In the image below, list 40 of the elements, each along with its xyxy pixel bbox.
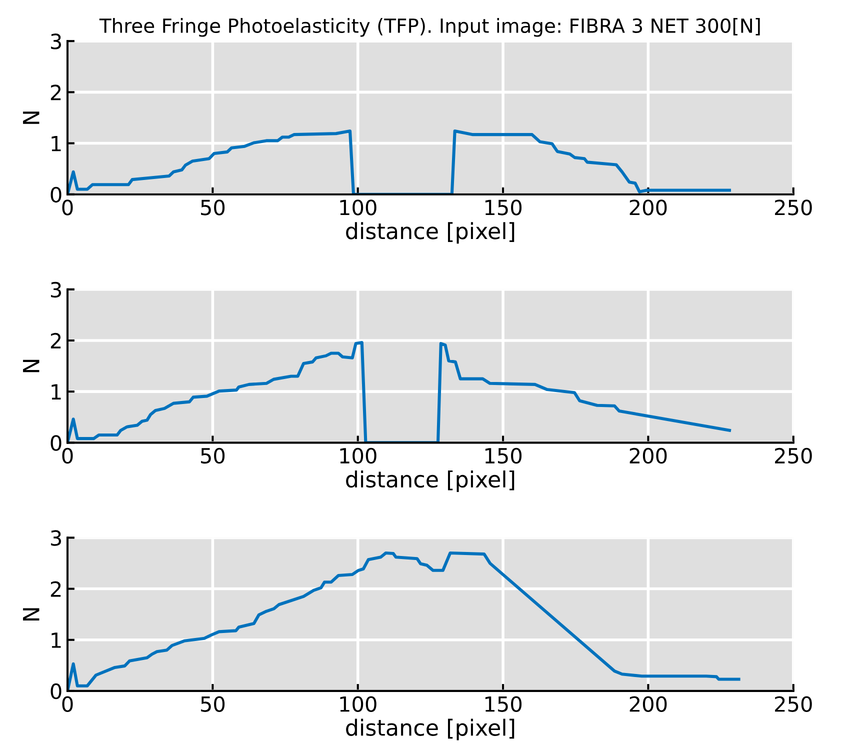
y-tick-label: 0 bbox=[50, 186, 62, 203]
x-tick-label: 0 bbox=[62, 200, 73, 216]
x-axis-title: distance [pixel] bbox=[346, 470, 514, 492]
x-tick-label: 200 bbox=[630, 200, 667, 216]
y-tick-label: 3 bbox=[50, 34, 61, 50]
x-tick-label: 50 bbox=[201, 200, 225, 216]
x-tick-label: 0 bbox=[62, 448, 73, 464]
y-tick-label: 2 bbox=[50, 581, 61, 597]
y-axis-title: N bbox=[23, 360, 40, 372]
line-series bbox=[68, 129, 732, 194]
y-tick-label: 1 bbox=[52, 384, 61, 400]
x-tick-label: 50 bbox=[201, 448, 225, 464]
x-tick-label: 250 bbox=[775, 200, 812, 216]
y-tick-label: 2 bbox=[50, 332, 61, 348]
y-tick-label: 1 bbox=[52, 136, 61, 152]
x-tick-label: 200 bbox=[630, 448, 667, 464]
x-tick-label: 250 bbox=[775, 696, 812, 712]
x-tick-label: 150 bbox=[485, 696, 522, 712]
x-axis-title: distance [pixel] bbox=[346, 718, 514, 740]
y-tick-label: 0 bbox=[50, 683, 62, 700]
x-tick-label: 200 bbox=[630, 696, 667, 712]
y-axis-title: N bbox=[23, 112, 40, 124]
chart-title: Three Fringe Photoelasticity (TFP). Input image: FIBRA 3 NET 300[N] bbox=[99, 18, 760, 37]
y-axis-title: N bbox=[23, 608, 40, 620]
x-axis-title: distance [pixel] bbox=[346, 222, 514, 244]
line-series bbox=[68, 341, 732, 443]
y-tick-label: 3 bbox=[50, 282, 61, 298]
x-tick-label: 0 bbox=[62, 696, 73, 712]
x-tick-label: 250 bbox=[775, 448, 812, 464]
y-tick-label: 1 bbox=[52, 632, 61, 648]
y-tick-label: 2 bbox=[50, 84, 61, 100]
y-tick-label: 3 bbox=[50, 530, 61, 546]
x-tick-label: 100 bbox=[340, 696, 376, 712]
x-tick-label: 150 bbox=[485, 200, 522, 216]
x-tick-label: 50 bbox=[201, 696, 225, 712]
x-tick-label: 100 bbox=[340, 448, 376, 464]
y-tick-label: 0 bbox=[50, 435, 62, 451]
x-tick-label: 150 bbox=[485, 448, 522, 464]
line-series bbox=[68, 551, 740, 691]
x-tick-label: 100 bbox=[340, 200, 376, 216]
